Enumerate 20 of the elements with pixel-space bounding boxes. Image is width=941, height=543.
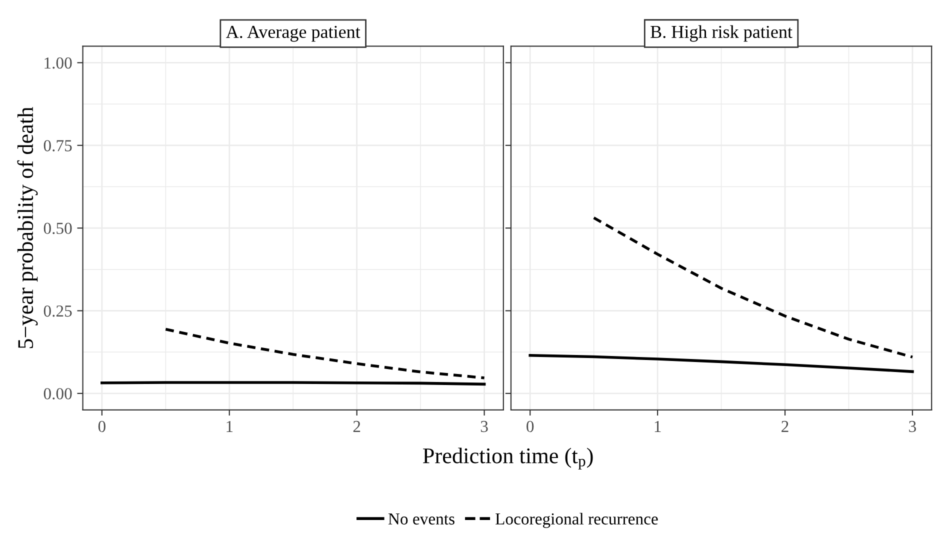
x-axis-title: Prediction time (t$_{p}$)	[423, 448, 593, 470]
y-tick-label: 0.00	[44, 388, 72, 400]
x-tick-label: 1	[654, 420, 661, 432]
legend-label: No events	[388, 513, 454, 525]
y-tick-label: 0.50	[44, 222, 72, 234]
y-tick-label: 0.75	[44, 140, 72, 152]
y-tick-label: 1.00	[44, 57, 72, 69]
x-tick-label: 0	[98, 420, 106, 432]
x-tick-label: 2	[782, 420, 788, 432]
legend-label: Locoregional recurrence	[496, 512, 658, 528]
y-tick-label: 0.25	[44, 305, 72, 317]
x-tick-label: 0	[526, 420, 534, 432]
line-series	[164, 328, 486, 380]
y-axis-title: 5−year probability of death	[17, 107, 38, 348]
chart-title: B. High risk patient	[650, 25, 792, 42]
x-tick-label: 3	[480, 420, 488, 432]
x-tick-label: 2	[353, 420, 360, 432]
x-tick-label: 1	[226, 420, 233, 432]
x-tick-label: 3	[909, 420, 916, 432]
chart-title: A. Average patient	[226, 26, 360, 42]
